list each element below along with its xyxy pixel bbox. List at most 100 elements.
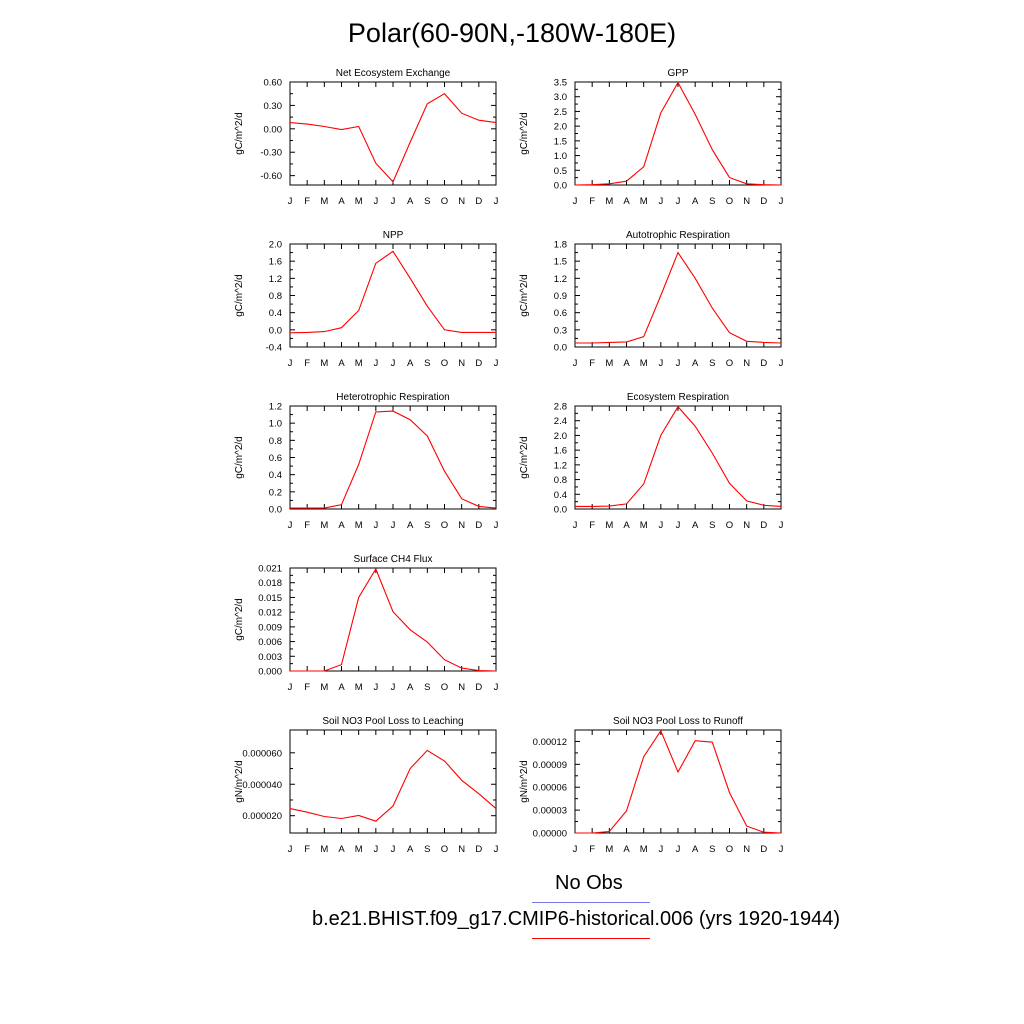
legend-model-label: b.e21.BHIST.f09_g17.CMIP6-historical.006…	[312, 908, 841, 930]
y-tick-label: -0.4	[266, 343, 282, 354]
x-tick-label: F	[304, 844, 310, 855]
x-tick-label: J	[288, 682, 293, 693]
y-tick-label: 0.6	[554, 308, 567, 319]
y-tick-label: 1.2	[554, 274, 567, 285]
y-tick-label: 1.8	[554, 240, 567, 251]
x-tick-label: A	[623, 520, 630, 531]
y-tick-label: 2.0	[269, 240, 282, 251]
x-tick-label: O	[726, 520, 733, 531]
series-line	[289, 749, 497, 822]
y-tick-label: 1.0	[554, 151, 567, 162]
panel-title: Soil NO3 Pool Loss to Runoff	[613, 716, 743, 727]
x-tick-label: M	[640, 520, 648, 531]
y-tick-label: 0.015	[258, 593, 282, 604]
x-tick-label: N	[458, 358, 465, 369]
x-tick-label: D	[760, 358, 767, 369]
plot-frame	[289, 405, 497, 510]
x-tick-label: J	[494, 844, 499, 855]
x-tick-label: J	[779, 844, 784, 855]
y-tick-label: 0.000	[258, 667, 282, 678]
panel-title: GPP	[667, 68, 688, 79]
y-tick-label: 0.00003	[533, 806, 567, 817]
panel-title: Soil NO3 Pool Loss to Leaching	[322, 716, 463, 727]
x-tick-label: A	[407, 682, 414, 693]
x-tick-label: A	[338, 196, 345, 207]
y-tick-label: 0.60	[264, 78, 283, 89]
x-tick-label: J	[391, 358, 396, 369]
panel-title: Heterotrophic Respiration	[336, 392, 449, 403]
page-title: Polar(60-90N,-180W-180E)	[347, 18, 677, 48]
y-tick-label: 0.8	[269, 291, 282, 302]
plot-frame	[574, 243, 782, 348]
y-tick-label: 1.5	[554, 136, 567, 147]
y-tick-label: 2.4	[554, 416, 567, 427]
x-tick-label: M	[605, 844, 613, 855]
plot-frame	[574, 81, 782, 186]
y-tick-label: 1.6	[269, 257, 282, 268]
legend-obs-line	[532, 902, 650, 903]
x-tick-label: A	[692, 520, 699, 531]
y-axis-label: gC/m^2/d	[234, 112, 245, 155]
y-axis-label: gN/m^2/d	[234, 760, 245, 803]
x-tick-label: S	[424, 682, 430, 693]
x-tick-label: J	[573, 520, 578, 531]
x-tick-label: F	[304, 358, 310, 369]
x-tick-label: N	[458, 520, 465, 531]
x-tick-label: J	[658, 844, 663, 855]
y-tick-label: 2.0	[554, 431, 567, 442]
x-tick-label: J	[573, 196, 578, 207]
series-line	[290, 410, 497, 509]
x-tick-label: F	[589, 196, 595, 207]
y-tick-label: 2.8	[554, 402, 567, 413]
x-tick-label: A	[623, 196, 630, 207]
x-tick-label: S	[709, 520, 715, 531]
x-tick-label: F	[589, 520, 595, 531]
x-tick-label: S	[424, 358, 430, 369]
y-tick-label: 0.00012	[533, 737, 567, 748]
plot-frame	[289, 81, 497, 186]
y-tick-label: 0.021	[258, 564, 282, 575]
x-tick-label: A	[692, 358, 699, 369]
y-tick-label: 0.6	[269, 453, 282, 464]
x-tick-label: J	[676, 196, 681, 207]
x-tick-label: A	[338, 358, 345, 369]
x-tick-label: O	[726, 844, 733, 855]
y-tick-label: 3.0	[554, 92, 567, 103]
x-tick-label: J	[373, 520, 378, 531]
series-line	[290, 567, 497, 672]
y-tick-label: 1.5	[554, 257, 567, 268]
x-tick-label: J	[494, 682, 499, 693]
y-tick-label: 0.018	[258, 578, 282, 589]
y-tick-label: 0.012	[258, 608, 282, 619]
y-tick-label: -0.60	[260, 171, 282, 182]
y-tick-label: -0.30	[260, 148, 282, 159]
x-tick-label: N	[743, 196, 750, 207]
plot-frame	[574, 729, 782, 834]
x-tick-label: D	[760, 844, 767, 855]
y-tick-label: 0.00	[264, 124, 283, 135]
y-tick-label: 1.2	[269, 274, 282, 285]
x-tick-label: O	[441, 196, 448, 207]
y-axis-label: gC/m^2/d	[234, 436, 245, 479]
series-line	[575, 251, 782, 344]
y-axis-label: gC/m^2/d	[519, 112, 530, 155]
x-tick-label: N	[458, 196, 465, 207]
x-tick-label: J	[779, 520, 784, 531]
x-tick-label: M	[605, 520, 613, 531]
x-tick-label: J	[658, 358, 663, 369]
y-tick-label: 0.0	[554, 343, 567, 354]
x-tick-label: F	[589, 358, 595, 369]
y-tick-label: 1.0	[269, 419, 282, 430]
x-tick-label: O	[726, 358, 733, 369]
panel-title: Surface CH4 Flux	[354, 554, 433, 565]
y-tick-label: 1.2	[269, 402, 282, 413]
panel-title: Autotrophic Respiration	[626, 230, 730, 241]
series-line	[575, 405, 782, 507]
